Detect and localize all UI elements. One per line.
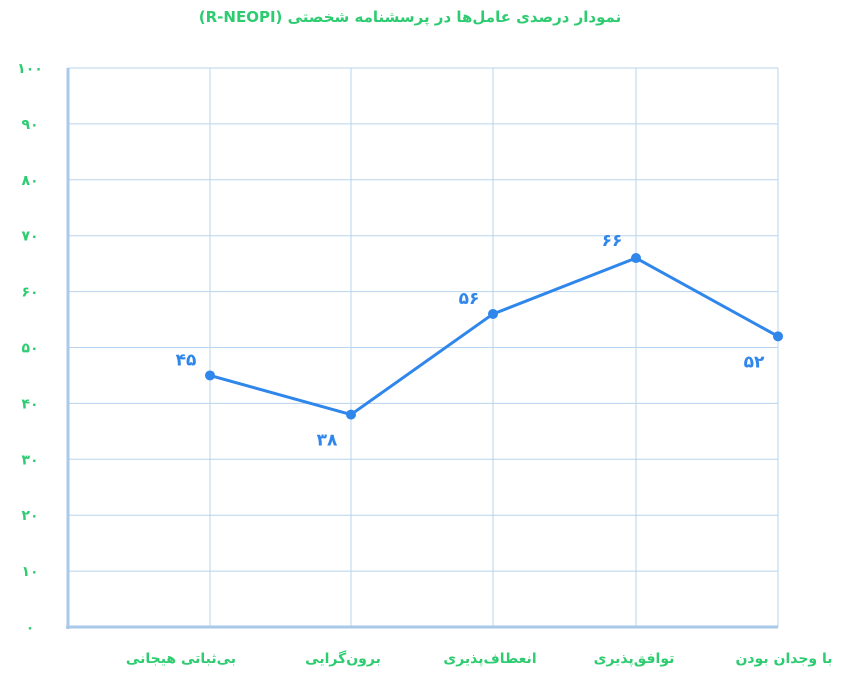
series-layer xyxy=(205,253,783,420)
y-tick-label: ۴۰ xyxy=(21,396,38,412)
y-tick-label: ۰ xyxy=(26,620,35,636)
y-tick-label: ۵۰ xyxy=(21,341,38,357)
grid-layer xyxy=(68,67,779,627)
data-point xyxy=(773,331,783,342)
x-tick-label: توافق‌پذیری xyxy=(594,651,675,667)
data-label: ۴۵ xyxy=(176,350,197,370)
data-labels: ۴۵ ۳۸ ۵۶ ۶۶ ۵۲ xyxy=(176,231,765,451)
x-tick-label: بی‌ثباتی هیجانی xyxy=(126,651,236,667)
y-tick-label: ۸۰ xyxy=(21,173,38,189)
y-tick-label: ۱۰۰ xyxy=(17,61,43,77)
data-label: ۶۶ xyxy=(602,231,623,251)
y-tick-label: ۹۰ xyxy=(21,117,38,133)
chart-title: نمودار درصدی عامل‌ها در پرسشنامه شخصتی (… xyxy=(199,8,621,27)
axis-layer xyxy=(66,68,778,629)
series-line xyxy=(209,256,779,417)
y-tick-label: ۷۰ xyxy=(21,229,38,245)
x-tick-label: انعطاف‌پذیری xyxy=(443,651,536,667)
x-tick-labels: بی‌ثباتی هیجانی برون‌گرایی انعطاف‌پذیری توا… xyxy=(126,650,833,667)
data-point xyxy=(205,370,215,381)
data-point xyxy=(631,253,641,264)
x-tick-label: با وجدان بودن xyxy=(735,651,832,667)
y-tick-label: ۲۰ xyxy=(21,508,38,524)
data-point xyxy=(346,409,356,420)
y-tick-label: ۶۰ xyxy=(21,285,38,301)
data-point xyxy=(488,308,498,319)
y-tick-label: ۳۰ xyxy=(21,452,38,468)
data-label: ۳۸ xyxy=(317,431,338,451)
x-tick-label: برون‌گرایی xyxy=(305,650,381,667)
y-tick-label: ۱۰ xyxy=(21,564,38,580)
y-tick-labels: ۰ ۱۰ ۲۰ ۳۰ ۴۰ ۵۰ ۶۰ ۷۰ ۸۰ ۹۰ ۱۰۰ xyxy=(17,61,43,636)
data-label: ۵۲ xyxy=(744,352,765,372)
data-label: ۵۶ xyxy=(459,289,480,309)
